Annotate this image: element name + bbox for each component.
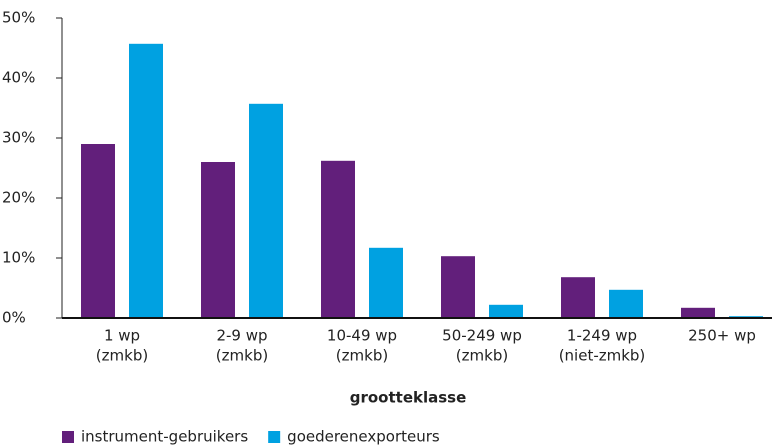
y-tick-label: 50% [2, 9, 35, 27]
bar [249, 103, 283, 318]
bar [129, 43, 163, 319]
x-tick-label: 1-249 wp [567, 327, 637, 345]
bar [321, 160, 355, 318]
y-tick-label: 10% [2, 249, 35, 267]
y-tick-label: 20% [2, 189, 35, 207]
bar [681, 307, 715, 318]
legend-swatch [62, 431, 74, 443]
bar [201, 162, 235, 318]
x-tick-label: (zmkb) [216, 347, 268, 365]
x-tick-label: (zmkb) [336, 347, 388, 365]
x-tick-label: (niet-zmkb) [559, 347, 646, 365]
legend-swatch [268, 431, 281, 443]
bar [561, 277, 595, 318]
bar [369, 247, 403, 318]
x-tick-label: (zmkb) [456, 347, 508, 365]
bar [81, 144, 115, 318]
y-tick-label: 40% [2, 69, 35, 87]
y-tick-label: 30% [2, 129, 35, 147]
x-tick-label: 250+ wp [688, 327, 756, 345]
x-tick-label: (zmkb) [96, 347, 148, 365]
x-tick-label: 50-249 wp [442, 327, 522, 345]
legend-label: goederenexporteurs [287, 428, 440, 446]
bar [441, 256, 475, 318]
y-tick-label: 0% [2, 309, 26, 327]
x-axis-title: grootteklasse [350, 389, 467, 407]
x-tick-label: 1 wp [104, 327, 140, 345]
legend-label: instrument-gebruikers [81, 428, 248, 446]
bar [609, 289, 643, 318]
bar [489, 304, 523, 318]
x-tick-label: 10-49 wp [327, 327, 397, 345]
x-tick-label: 2-9 wp [216, 327, 267, 345]
